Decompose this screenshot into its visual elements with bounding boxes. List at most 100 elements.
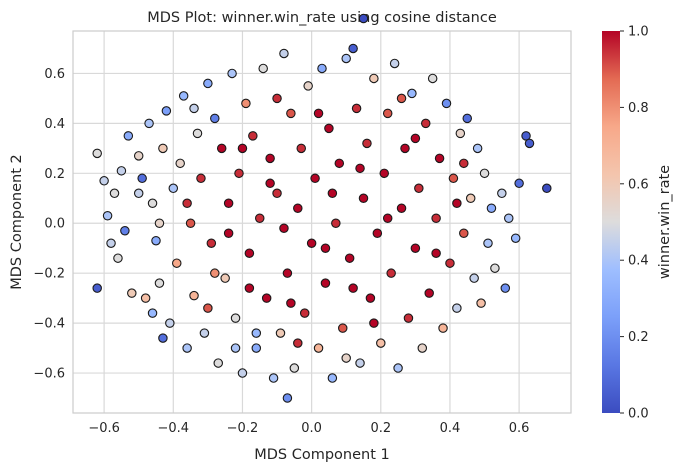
scatter-point	[400, 143, 410, 154]
scatter-point	[116, 166, 127, 176]
scatter-point	[140, 293, 151, 303]
scatter-point	[320, 243, 331, 253]
scatter-point	[479, 168, 490, 179]
scatter-point	[206, 238, 217, 248]
scatter-point	[123, 131, 134, 141]
scatter-point	[382, 108, 393, 119]
scatter-point	[358, 193, 369, 204]
scatter-point	[341, 353, 351, 363]
scatter-points	[92, 13, 552, 403]
scatter-point	[248, 131, 258, 141]
scatter-point	[109, 188, 120, 199]
y-tick-label: −0.6	[33, 367, 65, 382]
scatter-point	[299, 308, 310, 318]
scatter-point	[196, 173, 206, 184]
scatter-point	[348, 43, 358, 54]
scatter-point	[355, 358, 365, 368]
scatter-point	[396, 203, 407, 214]
scatter-point	[99, 176, 109, 186]
scatter-point	[113, 253, 123, 263]
scatter-point	[483, 238, 493, 248]
scatter-point	[189, 290, 199, 301]
scatter-point	[199, 328, 210, 338]
scatter-point	[386, 268, 396, 278]
scatter-point	[486, 203, 497, 214]
scatter-point	[313, 343, 324, 353]
scatter-point	[459, 158, 469, 169]
plot-area-frame	[72, 30, 572, 414]
scatter-point	[189, 103, 199, 114]
scatter-point	[490, 263, 500, 273]
scatter-point	[306, 238, 317, 248]
scatter-point	[455, 128, 466, 139]
scatter-point	[424, 288, 434, 298]
scatter-point	[102, 211, 113, 221]
scatter-point	[106, 238, 116, 248]
scatter-point	[369, 73, 379, 84]
scatter-point	[282, 268, 293, 278]
scatter-point	[161, 106, 172, 116]
scatter-point	[362, 138, 372, 149]
scatter-point	[441, 98, 452, 109]
scatter-point	[286, 298, 296, 308]
scatter-point	[268, 373, 279, 383]
scatter-point	[230, 343, 241, 353]
scatter-point	[192, 128, 203, 139]
scatter-point	[503, 213, 514, 224]
scatter-point	[133, 151, 144, 161]
scatter-point	[137, 173, 147, 184]
colorbar-tick-label: 0.8	[628, 101, 649, 116]
colorbar-tick-label: 0.0	[628, 407, 649, 422]
scatter-point	[434, 153, 445, 164]
scatter-point	[289, 363, 300, 373]
scatter-point	[337, 323, 348, 333]
scatter-point	[258, 63, 268, 74]
scatter-point	[265, 178, 275, 189]
x-axis-ticks: −0.6 −0.4 −0.2 0.0 0.2 0.4 0.6	[88, 421, 529, 436]
scatter-point	[282, 393, 293, 403]
scatter-point	[324, 123, 334, 134]
scatter-point	[327, 373, 338, 383]
scatter-point	[452, 198, 462, 209]
scatter-point	[223, 228, 234, 238]
scatter-point	[334, 158, 345, 169]
scatter-point	[216, 143, 227, 154]
scatter-point	[389, 58, 400, 69]
scatter-point	[414, 183, 424, 194]
scatter-point	[497, 188, 507, 199]
scatter-point	[410, 133, 421, 144]
scatter-point	[272, 93, 282, 104]
scatter-point	[355, 163, 365, 174]
scatter-point	[510, 233, 521, 243]
scatter-point	[310, 173, 320, 184]
scatter-point	[244, 283, 255, 293]
y-axis-label: MDS Component 2	[9, 154, 25, 290]
scatter-point	[417, 343, 428, 353]
scatter-point	[154, 218, 165, 228]
scatter-point	[369, 318, 379, 328]
scatter-point	[255, 213, 265, 224]
scatter-point	[396, 93, 407, 104]
scatter-point	[303, 81, 313, 91]
y-axis-ticks: −0.6 −0.4 −0.2 0.0 0.2 0.4 0.6	[33, 67, 65, 382]
scatter-point	[213, 358, 224, 368]
scatter-point	[542, 183, 552, 194]
scatter-point	[220, 273, 230, 283]
scatter-point	[147, 198, 158, 209]
scatter-point	[341, 53, 351, 64]
scatter-point	[151, 235, 161, 246]
scatter-point	[320, 278, 331, 288]
scatter-point	[261, 293, 272, 303]
scatter-point	[234, 168, 244, 179]
scatter-point	[365, 293, 376, 303]
scatter-point	[452, 303, 462, 313]
colorbar-label: winner.win_rate	[657, 165, 673, 279]
scatter-point	[327, 188, 338, 199]
scatter-point	[120, 225, 130, 236]
scatter-point	[286, 108, 296, 119]
scatter-point	[514, 178, 524, 189]
x-tick-label: −0.6	[88, 421, 120, 436]
scatter-point	[448, 173, 459, 184]
